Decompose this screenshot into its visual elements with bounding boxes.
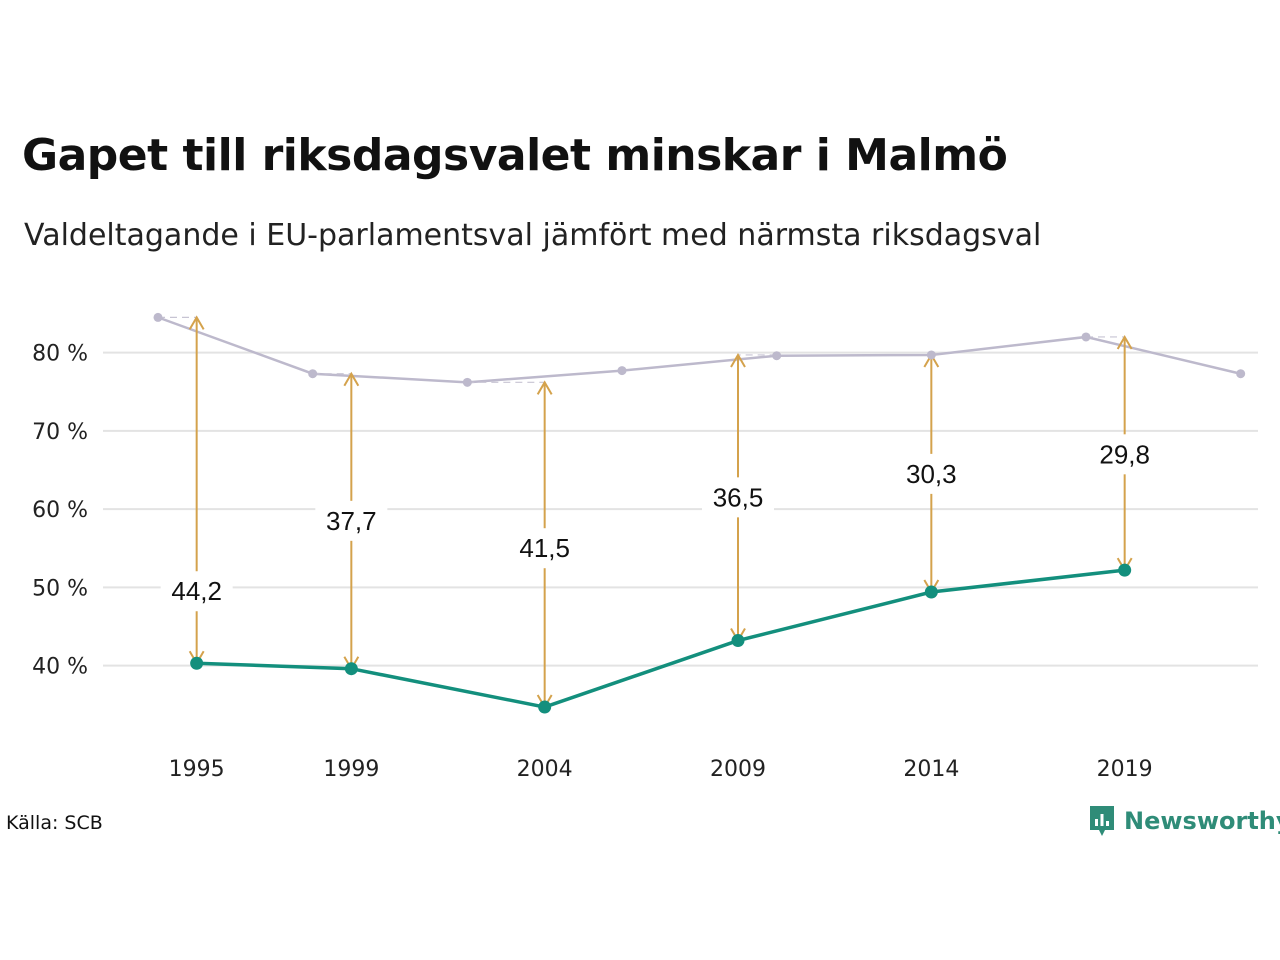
gap-label: 30,3 — [906, 459, 957, 489]
chart-subtitle: Valdeltagande i EU-parlamentsval jämfört… — [24, 218, 1042, 253]
y-tick-label: 70 % — [32, 420, 88, 445]
eu-series-line — [196, 568, 1125, 709]
eu-point — [1118, 563, 1132, 577]
gap-label: 44,2 — [171, 576, 222, 606]
riksdag-point — [926, 350, 936, 360]
gap-label: 36,5 — [713, 482, 764, 512]
riksdag-point — [462, 377, 472, 387]
chart-title: Gapet till riksdagsvalet minskar i Malmö — [22, 130, 1008, 181]
x-tick-label: 1995 — [169, 757, 225, 782]
x-tick-label: 2009 — [710, 757, 766, 782]
riksdag-point — [308, 369, 318, 379]
eu-point — [731, 634, 745, 648]
brand-logo: Newsworthy — [1088, 804, 1280, 838]
y-tick-label: 80 % — [32, 342, 88, 367]
eu-point — [538, 700, 552, 714]
gap-label: 41,5 — [519, 533, 570, 563]
gap-label-background — [702, 477, 774, 518]
eu-point — [924, 585, 938, 599]
y-tick-label: 50 % — [32, 576, 88, 601]
x-tick-label: 2014 — [903, 757, 959, 782]
riksdag-point — [1081, 332, 1091, 342]
gap-arrow-head-up — [343, 371, 360, 387]
gap-arrow-head-up — [188, 315, 205, 330]
riksdag-point — [617, 366, 627, 376]
gap-arrow-head-up — [1116, 334, 1133, 350]
gap-arrow-head-up — [536, 380, 553, 395]
gap-label-background — [895, 453, 968, 494]
gap-label-background — [160, 571, 233, 612]
newsworthy-logo-icon — [1090, 806, 1114, 836]
gap-label: 29,8 — [1099, 439, 1150, 469]
riksdag-point — [153, 312, 163, 322]
gap-arrow-head-up — [730, 352, 746, 368]
riksdag-point — [1236, 369, 1246, 379]
gap-label-background — [1088, 434, 1161, 475]
x-tick-label: 2004 — [517, 757, 573, 782]
gap-label-background — [315, 500, 388, 541]
y-tick-label: 60 % — [32, 498, 88, 523]
brand-name: Newsworthy — [1124, 807, 1280, 835]
y-tick-label: 40 % — [32, 655, 88, 680]
x-tick-label: 2019 — [1097, 757, 1153, 782]
riksdag-point — [772, 351, 782, 361]
eu-point — [190, 656, 204, 670]
eu-point — [344, 662, 358, 676]
source-note: Källa: SCB — [6, 812, 103, 834]
x-tick-label: 1999 — [323, 757, 379, 782]
gap-label: 37,7 — [326, 506, 377, 536]
gap-label-background — [508, 528, 581, 569]
riksdag-series-line — [157, 316, 1241, 384]
